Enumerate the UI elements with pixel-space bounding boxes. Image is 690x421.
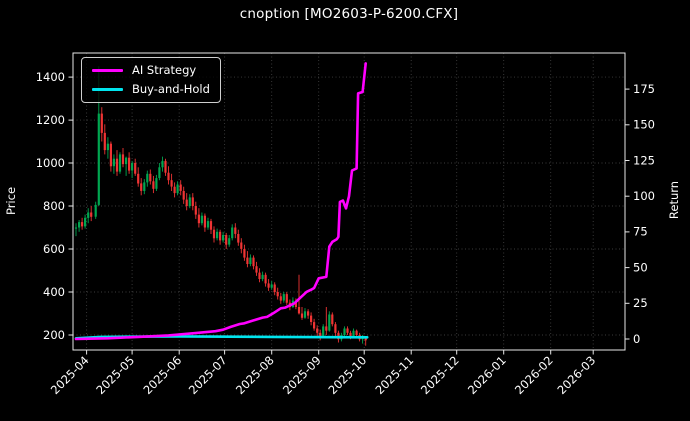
svg-text:2025-08: 2025-08 bbox=[233, 353, 277, 397]
chart-title: cnoption [MO2603-P-6200.CFX] bbox=[239, 6, 459, 22]
svg-text:1400: 1400 bbox=[36, 70, 65, 84]
svg-text:2025-04: 2025-04 bbox=[48, 353, 92, 397]
svg-text:2026-02: 2026-02 bbox=[512, 353, 556, 397]
svg-text:75: 75 bbox=[633, 225, 648, 239]
svg-text:2025-05: 2025-05 bbox=[93, 353, 137, 397]
svg-text:2025-10: 2025-10 bbox=[325, 353, 369, 397]
svg-text:800: 800 bbox=[43, 199, 65, 213]
svg-text:2025-11: 2025-11 bbox=[372, 353, 416, 397]
ai-strategy-line-swatch bbox=[92, 68, 123, 72]
buy-and-hold-line-swatch bbox=[92, 87, 123, 91]
legend-item-ai-strategy: AI Strategy bbox=[92, 63, 210, 77]
svg-text:125: 125 bbox=[633, 153, 655, 167]
svg-text:Price: Price bbox=[4, 187, 18, 215]
svg-text:175: 175 bbox=[633, 82, 655, 96]
svg-text:25: 25 bbox=[633, 296, 648, 310]
svg-text:1000: 1000 bbox=[36, 156, 65, 170]
svg-text:0: 0 bbox=[633, 332, 640, 346]
legend: AI Strategy Buy-and-Hold bbox=[81, 57, 221, 103]
svg-text:2026-01: 2026-01 bbox=[465, 353, 509, 397]
svg-text:2025-07: 2025-07 bbox=[186, 353, 230, 397]
svg-text:100: 100 bbox=[633, 189, 655, 203]
svg-text:400: 400 bbox=[43, 285, 65, 299]
svg-text:600: 600 bbox=[43, 242, 65, 256]
svg-text:Return: Return bbox=[667, 181, 681, 219]
svg-text:50: 50 bbox=[633, 260, 648, 274]
legend-label-buy-and-hold: Buy-and-Hold bbox=[132, 82, 210, 96]
svg-text:2025-06: 2025-06 bbox=[140, 353, 184, 397]
svg-text:200: 200 bbox=[43, 328, 65, 342]
svg-text:150: 150 bbox=[633, 118, 655, 132]
svg-text:1200: 1200 bbox=[36, 113, 65, 127]
legend-label-ai-strategy: AI Strategy bbox=[132, 63, 197, 77]
svg-text:2025-09: 2025-09 bbox=[280, 353, 324, 397]
svg-text:2025-12: 2025-12 bbox=[418, 353, 462, 397]
svg-text:2026-03: 2026-03 bbox=[554, 353, 598, 397]
legend-item-buy-and-hold: Buy-and-Hold bbox=[92, 82, 210, 96]
